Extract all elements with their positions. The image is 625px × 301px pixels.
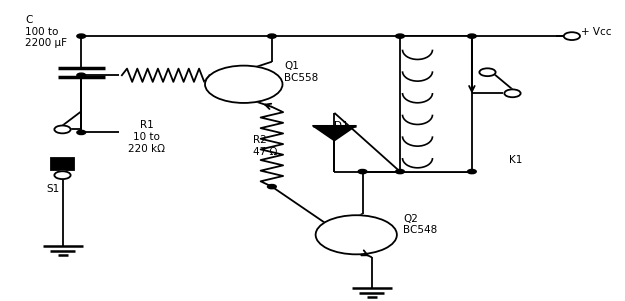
Circle shape: [504, 89, 521, 97]
Circle shape: [268, 185, 276, 189]
Circle shape: [77, 73, 86, 77]
Circle shape: [268, 34, 276, 38]
Circle shape: [77, 34, 86, 38]
Circle shape: [54, 126, 71, 133]
Text: Q2
BC548: Q2 BC548: [403, 214, 437, 235]
Text: K1: K1: [509, 154, 522, 165]
Text: D1: D1: [334, 121, 349, 131]
Text: S1: S1: [46, 184, 60, 194]
Text: + Vcc: + Vcc: [581, 26, 612, 37]
Circle shape: [316, 215, 397, 254]
Circle shape: [479, 68, 496, 76]
Text: R2
47 Ω: R2 47 Ω: [253, 135, 278, 157]
Text: R1
10 to
220 kΩ: R1 10 to 220 kΩ: [128, 120, 166, 154]
Circle shape: [396, 34, 404, 38]
Circle shape: [468, 34, 476, 38]
Circle shape: [205, 66, 282, 103]
Circle shape: [564, 32, 580, 40]
Circle shape: [396, 169, 404, 174]
Polygon shape: [312, 126, 356, 141]
Circle shape: [54, 171, 71, 179]
Bar: [51, 158, 74, 170]
Circle shape: [358, 169, 367, 174]
Text: Q1
BC558: Q1 BC558: [284, 61, 319, 83]
Bar: [400, 36, 472, 172]
Circle shape: [77, 130, 86, 135]
Text: C
100 to
2200 μF: C 100 to 2200 μF: [25, 15, 67, 48]
Circle shape: [468, 169, 476, 174]
